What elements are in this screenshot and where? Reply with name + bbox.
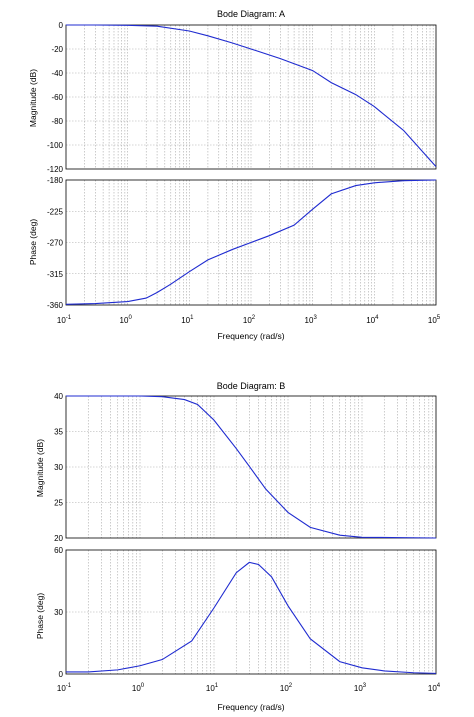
y-tick-label: -315 <box>47 270 64 279</box>
chart-b-x-ticks: 10-1 100 101 102 103 104 <box>57 683 441 693</box>
y-tick-label: -40 <box>51 69 63 78</box>
x-tick-label: 10-1 <box>57 315 72 325</box>
x-tick-label: 10-1 <box>57 683 72 693</box>
bode-diagram-b: Bode Diagram: B 40 35 30 25 20 60 30 0 10-1 100… <box>35 381 441 712</box>
series-line-phase <box>66 561 437 674</box>
chart-a-x-ticks: 10-1 100 101 102 103 104 105 <box>57 315 441 325</box>
y-tick-label: -120 <box>47 165 64 174</box>
x-tick-label: 103 <box>305 315 318 325</box>
x-tick-label: 101 <box>206 683 219 693</box>
chart-a-phase-panel: -180 -225 -270 -315 -360 <box>47 176 437 310</box>
plot-frame <box>65 395 437 539</box>
series-line-phase <box>65 179 437 305</box>
y-tick-label: 30 <box>54 463 63 472</box>
x-tick-label: 101 <box>181 315 194 325</box>
y-tick-label: 0 <box>59 670 64 679</box>
series-line-magnitude <box>66 24 437 167</box>
y-tick-label: -60 <box>51 93 63 102</box>
x-tick-label: 103 <box>354 683 367 693</box>
y-tick-label: -80 <box>51 117 63 126</box>
x-tick-label: 102 <box>280 683 293 693</box>
plot-frame <box>65 24 437 170</box>
y-tick-label: 60 <box>54 546 63 555</box>
y-tick-label: -20 <box>51 45 63 54</box>
y-tick-label: -225 <box>47 207 64 216</box>
x-tick-label: 102 <box>243 315 256 325</box>
y-tick-label: -270 <box>47 239 64 248</box>
y-tick-label: 25 <box>54 499 63 508</box>
x-tick-label: 100 <box>132 683 145 693</box>
chart-a-phase-ylabel: Phase (deg) <box>28 219 38 265</box>
bode-diagram-a: Bode Diagram: A 0 -20 -40 -60 -80 -100 -120 -1… <box>28 9 441 341</box>
chart-b-phase-panel: 60 30 0 <box>54 546 437 679</box>
y-tick-label: 40 <box>54 392 63 401</box>
x-tick-label: 104 <box>366 315 379 325</box>
y-tick-label: -360 <box>47 301 64 310</box>
plot-frame <box>65 549 437 675</box>
y-tick-label: 0 <box>59 21 64 30</box>
y-tick-label: -100 <box>47 141 64 150</box>
y-tick-label: -180 <box>47 176 64 185</box>
chart-b-magnitude-ylabel: Magnitude (dB) <box>35 439 45 497</box>
series-line-magnitude <box>66 395 437 539</box>
x-tick-label: 104 <box>428 683 441 693</box>
plot-frame <box>65 179 437 306</box>
chart-b-title: Bode Diagram: B <box>217 381 286 391</box>
chart-a-magnitude-ylabel: Magnitude (dB) <box>28 69 38 127</box>
y-tick-label: 30 <box>54 608 63 617</box>
chart-b-xlabel: Frequency (rad/s) <box>217 702 284 712</box>
chart-a-xlabel: Frequency (rad/s) <box>217 331 284 341</box>
chart-a-magnitude-panel: 0 -20 -40 -60 -80 -100 -120 <box>47 21 437 174</box>
y-tick-label: 20 <box>54 534 63 543</box>
x-tick-label: 105 <box>428 315 441 325</box>
y-tick-label: 35 <box>54 428 63 437</box>
chart-b-phase-ylabel: Phase (deg) <box>35 593 45 639</box>
x-tick-label: 100 <box>120 315 133 325</box>
chart-a-title: Bode Diagram: A <box>217 9 285 19</box>
chart-b-magnitude-panel: 40 35 30 25 20 <box>54 392 437 543</box>
